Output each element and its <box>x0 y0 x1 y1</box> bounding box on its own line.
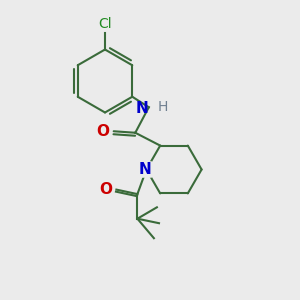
Text: O: O <box>99 182 112 197</box>
Text: Cl: Cl <box>98 17 112 32</box>
Text: H: H <box>157 100 168 114</box>
Text: N: N <box>136 101 149 116</box>
Text: N: N <box>139 162 151 177</box>
Text: O: O <box>96 124 109 139</box>
